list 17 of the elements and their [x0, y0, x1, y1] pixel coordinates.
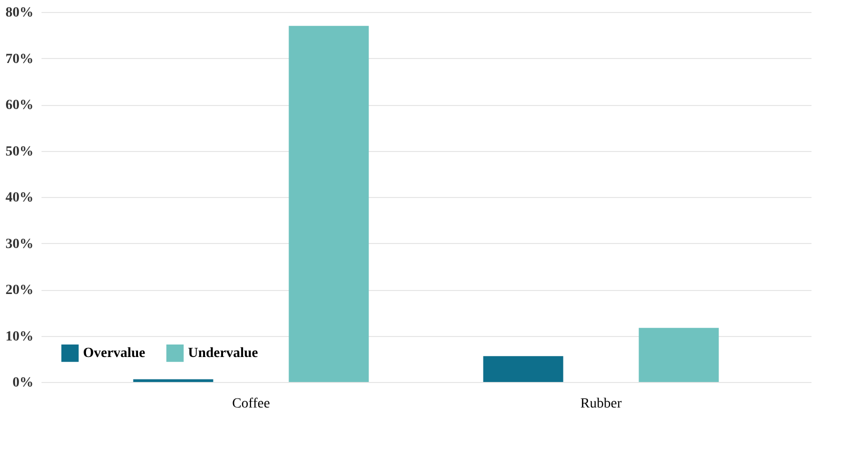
y-tick-label: 70% — [6, 52, 34, 67]
x-tick-label: Coffee — [232, 396, 270, 412]
y-tick-label: 60% — [6, 98, 34, 113]
y-tick-label: 80% — [6, 6, 34, 20]
bar — [638, 328, 719, 382]
x-tick-label: Rubber — [580, 396, 622, 412]
y-tick-label: 30% — [6, 236, 34, 252]
bar — [288, 26, 369, 382]
bar — [483, 356, 564, 382]
y-tick-label: 50% — [6, 144, 34, 160]
bar — [133, 379, 214, 382]
legend-label: Overvalue — [83, 346, 146, 362]
y-tick-label: 20% — [6, 283, 34, 298]
y-tick-label: 10% — [6, 329, 34, 344]
y-tick-label: 0% — [12, 376, 34, 390]
y-tick-label: 40% — [6, 190, 34, 206]
legend-label: Undervalue — [188, 346, 258, 362]
